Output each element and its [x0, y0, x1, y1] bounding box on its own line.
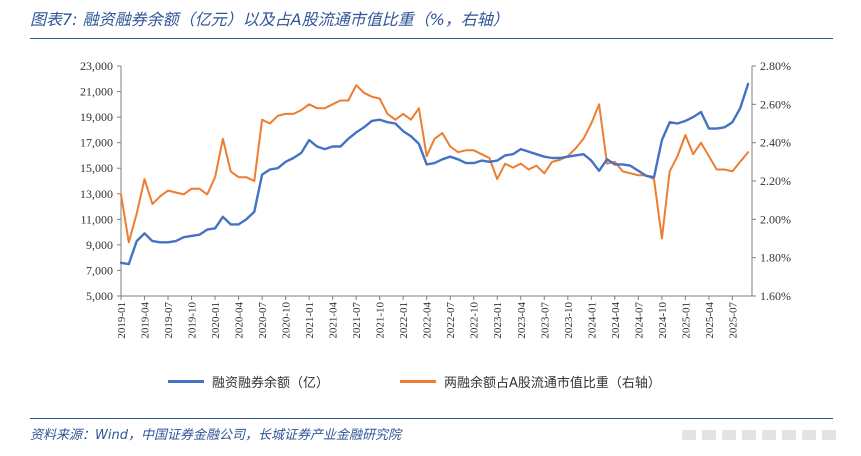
x-tick-label: 2021-07 [351, 302, 363, 339]
series-line-margin-balance [119, 82, 750, 266]
x-tick-label: 2019-07 [163, 302, 175, 339]
x-tick-label: 2021-04 [328, 302, 340, 339]
x-axis-ticks: 2019-01 2019-04 2019-07 2019-10 2020-01 2020-… [116, 296, 739, 339]
left-tick-label: 11,000 [80, 212, 113, 226]
title-divider [30, 38, 833, 39]
legend-label-ratio: 两融余额占A股流通市值比重（右轴） [444, 376, 661, 391]
left-tick-label: 13,000 [80, 187, 113, 201]
x-tick-label: 2025-07 [727, 302, 739, 339]
left-tick-label: 19,000 [80, 110, 113, 124]
right-tick-label: 1.60% [760, 289, 791, 303]
x-tick-label: 2025-04 [704, 302, 716, 339]
legend: 融资融券余额（亿） 两融余额占A股流通市值比重（右轴） [0, 372, 861, 396]
source-note: 资料来源：Wind，中国证券金融公司，长城证券产业金融研究院 [30, 428, 401, 443]
left-tick-label: 17,000 [80, 136, 113, 150]
x-tick-label: 2022-07 [445, 302, 457, 339]
right-tick-label: 1.80% [760, 251, 791, 265]
right-tick-label: 2.80% [760, 59, 791, 73]
legend-label-margin-balance: 融资融券余额（亿） [212, 376, 330, 391]
legend-swatch-blue [168, 380, 204, 383]
axes [120, 66, 753, 297]
right-tick-label: 2.60% [760, 97, 791, 111]
right-tick-label: 2.40% [760, 136, 791, 150]
left-axis-ticks: 5,000 7,000 9,000 11,000 13,000 15,000 17,000 1… [80, 59, 121, 303]
left-tick-label: 9,000 [86, 238, 113, 252]
x-tick-label: 2024-01 [586, 302, 598, 339]
left-tick-label: 5,000 [86, 289, 113, 303]
x-tick-label: 2023-10 [563, 302, 575, 339]
left-tick-label: 7,000 [86, 263, 113, 277]
x-tick-label: 2024-10 [657, 302, 669, 339]
x-tick-label: 2020-10 [281, 302, 293, 339]
series-layer [119, 82, 750, 266]
left-tick-label: 15,000 [80, 161, 113, 175]
x-tick-label: 2019-04 [140, 302, 152, 339]
x-tick-label: 2020-07 [257, 302, 269, 339]
x-tick-label: 2020-04 [234, 302, 246, 339]
x-tick-label: 2025-01 [680, 302, 692, 339]
right-axis-ticks: 1.60% 1.80% 2.00% 2.20% 2.40% 2.60% 2.80% [752, 59, 791, 303]
watermark-logo [682, 430, 836, 440]
figure-title: 图表7: 融资融券余额（亿元）以及占A股流通市值比重（%，右轴） [30, 10, 509, 29]
right-tick-label: 2.20% [760, 174, 791, 188]
legend-item-margin-balance: 融资融券余额（亿） [168, 372, 329, 391]
source-divider [30, 418, 833, 419]
right-tick-label: 2.00% [760, 212, 791, 226]
x-tick-label: 2019-01 [116, 302, 128, 339]
legend-item-ratio: 两融余额占A股流通市值比重（右轴） [400, 372, 661, 391]
x-tick-label: 2022-01 [398, 302, 410, 339]
x-tick-label: 2024-04 [610, 302, 622, 339]
left-tick-label: 21,000 [80, 85, 113, 99]
x-tick-label: 2023-04 [516, 302, 528, 339]
x-tick-label: 2023-01 [492, 302, 504, 339]
x-tick-label: 2021-01 [304, 302, 316, 339]
x-tick-label: 2020-01 [210, 302, 222, 339]
line-chart: 5,000 7,000 9,000 11,000 13,000 15,000 17,000 1… [80, 59, 791, 339]
x-tick-label: 2019-10 [187, 302, 199, 339]
legend-swatch-orange [400, 380, 436, 383]
x-tick-label: 2023-07 [539, 302, 551, 339]
x-tick-label: 2021-10 [375, 302, 387, 339]
x-tick-label: 2024-07 [633, 302, 645, 339]
left-tick-label: 23,000 [80, 59, 113, 73]
x-tick-label: 2022-04 [422, 302, 434, 339]
x-tick-label: 2022-10 [469, 302, 481, 339]
